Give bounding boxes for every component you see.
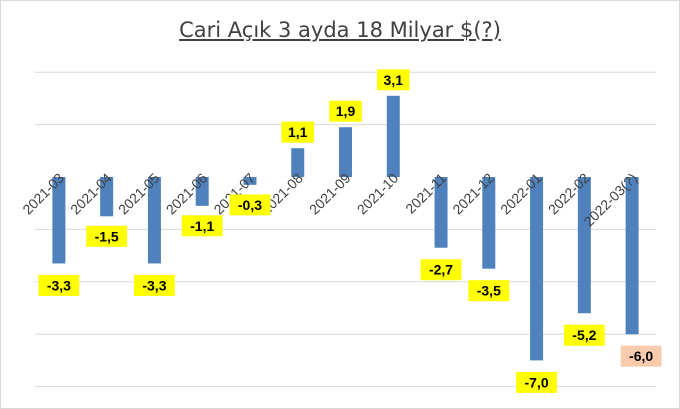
bar-2021-08: [291, 148, 305, 177]
bar-2022-01: [530, 177, 544, 361]
data-label-text: -2,7: [429, 262, 453, 278]
data-label: -3,3: [38, 274, 80, 296]
data-label: 1,1: [281, 121, 315, 143]
gridlines: [35, 71, 656, 388]
data-label: -1,1: [181, 215, 223, 237]
data-label-text: -6,0: [629, 348, 653, 364]
bar-2021-06: [195, 177, 209, 206]
bar-2022-02: [577, 177, 591, 314]
data-label-box: [620, 345, 662, 367]
x-tick-label: 2021-10: [354, 170, 402, 218]
data-label: -7,0: [516, 371, 557, 393]
chart-title: Cari Açık 3 ayda 18 Milyar $(?): [179, 18, 501, 42]
data-label-text: -3,3: [142, 277, 166, 293]
data-label-text: 1,9: [336, 103, 356, 119]
data-label-box: [468, 280, 510, 302]
bar-2021-07: [243, 177, 257, 185]
data-label-box: [134, 274, 175, 296]
data-label-text: 3,1: [384, 72, 404, 88]
data-label-box: [281, 121, 315, 143]
data-label-text: -7,0: [525, 374, 549, 390]
data-label: -2,7: [420, 259, 462, 281]
data-label-text: -1,1: [190, 218, 214, 234]
data-label-box: [38, 274, 80, 296]
data-label-box: [86, 225, 128, 247]
data-label: 1,9: [329, 100, 362, 122]
data-label-box: [181, 215, 223, 237]
data-label: 3,1: [376, 69, 410, 91]
data-label-box: [329, 100, 362, 122]
data-label: -0,3: [229, 194, 271, 216]
bar-2022-03: [625, 177, 639, 335]
data-label-text: 1,1: [288, 124, 308, 140]
data-label-text: -3,3: [47, 277, 71, 293]
bar-2021-03: [52, 177, 66, 264]
data-label-text: -1,5: [95, 228, 119, 244]
data-label-text: -5,2: [572, 327, 596, 343]
bar-2021-09: [339, 127, 352, 177]
bar-2021-11: [434, 177, 448, 248]
data-label-box: [376, 69, 410, 91]
data-label-box: [563, 324, 605, 346]
data-label-text: -3,5: [477, 283, 501, 299]
x-tick-label: 2021-09: [306, 170, 354, 218]
data-labels: -3,3 -1,5 -3,3 -1,1 -0,3 1,1 1,9 3,1 -2,7 -3,5 -7,…: [38, 69, 662, 393]
bar-2021-05: [147, 177, 161, 264]
bar-2021-12: [482, 177, 496, 269]
data-label-box: [516, 371, 557, 393]
bars: [52, 95, 639, 361]
data-label: -1,5: [86, 225, 128, 247]
data-label: -6,0: [620, 345, 662, 367]
data-label-box: [420, 259, 462, 281]
bar-2021-10: [386, 95, 400, 177]
data-label-text: -0,3: [238, 197, 262, 213]
data-label: -5,2: [563, 324, 605, 346]
data-label: -3,3: [134, 274, 175, 296]
data-label-box: [229, 194, 271, 216]
bar-2021-04: [100, 177, 114, 217]
data-label: -3,5: [468, 280, 510, 302]
